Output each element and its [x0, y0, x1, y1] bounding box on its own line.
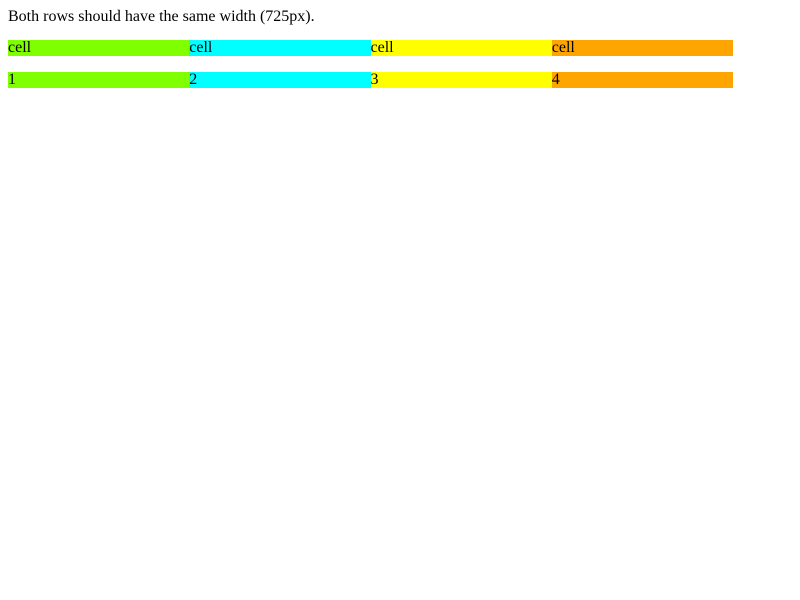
row-first: cell cell cell cell [8, 40, 733, 56]
intro-text: Both rows should have the same width (72… [8, 8, 315, 25]
row-2-cell-1: 1 [8, 72, 190, 88]
row-second: 1 2 3 4 [8, 72, 733, 88]
row-1-cell-3: cell [370, 40, 552, 56]
row-2-cell-2: 2 [189, 72, 371, 88]
row-2-cell-3: 3 [370, 72, 552, 88]
row-2-cell-4: 4 [551, 72, 733, 88]
row-1-cell-1: cell [8, 40, 190, 56]
row-1-cell-2: cell [189, 40, 371, 56]
row-1-cell-4: cell [551, 40, 733, 56]
